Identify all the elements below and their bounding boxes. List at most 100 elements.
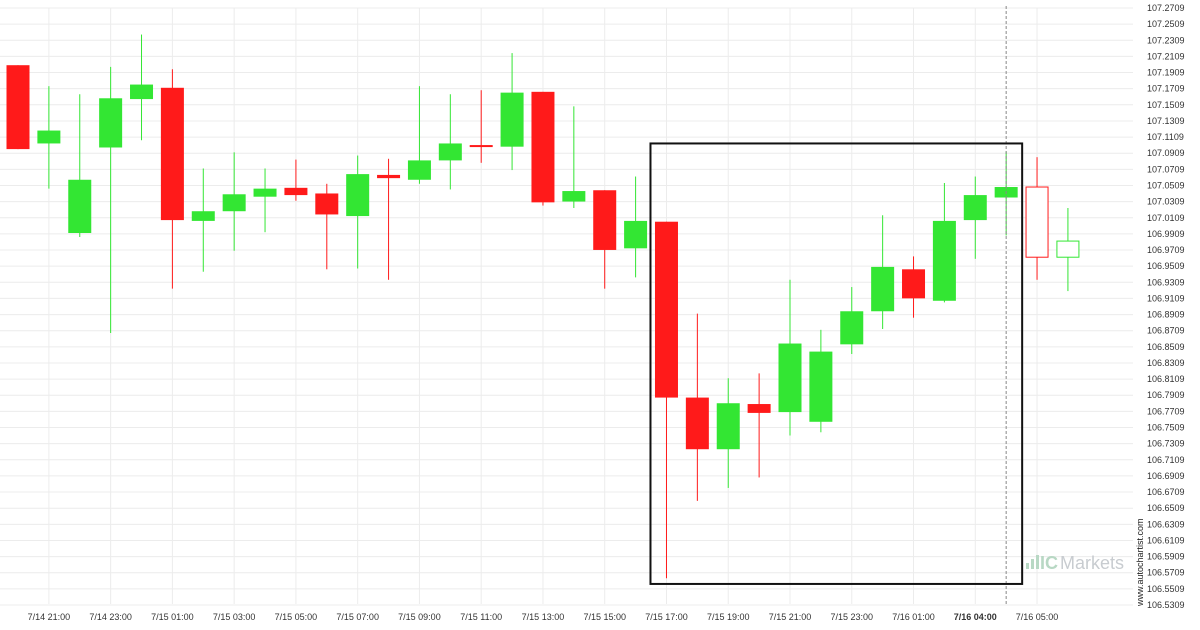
candle-body xyxy=(778,343,802,413)
candle xyxy=(191,168,215,272)
candle xyxy=(253,168,277,233)
y-tick-label: 106.9709 xyxy=(1147,245,1185,255)
x-tick-label: 7/16 01:00 xyxy=(892,612,935,622)
y-tick-label: 106.7709 xyxy=(1147,406,1185,416)
x-tick-label: 7/15 21:00 xyxy=(769,612,812,622)
candle-body xyxy=(160,87,184,221)
candle-body xyxy=(68,179,92,234)
x-tick-label: 7/15 05:00 xyxy=(275,612,318,622)
candle-body xyxy=(871,266,895,312)
candle xyxy=(1025,157,1049,280)
y-tick-label: 107.0909 xyxy=(1147,148,1185,158)
y-tick-label: 106.7109 xyxy=(1147,455,1185,465)
y-tick-label: 106.8509 xyxy=(1147,342,1185,352)
y-tick-label: 106.5509 xyxy=(1147,584,1185,594)
autochartist-watermark: www.autochartist.com xyxy=(1135,518,1145,607)
candle xyxy=(747,373,771,478)
x-tick-label: 7/16 04:00 xyxy=(954,612,997,622)
y-tick-label: 106.6109 xyxy=(1147,535,1185,545)
candle xyxy=(593,190,617,289)
y-tick-label: 107.0509 xyxy=(1147,180,1185,190)
logo-bar-3 xyxy=(1036,555,1039,569)
y-tick-label: 106.6509 xyxy=(1147,503,1185,513)
x-tick-label: 7/15 01:00 xyxy=(151,612,194,622)
candle-body xyxy=(99,98,123,148)
y-tick-label: 106.9309 xyxy=(1147,277,1185,287)
candle xyxy=(562,106,586,208)
y-tick-label: 106.8109 xyxy=(1147,374,1185,384)
y-tick-label: 107.1109 xyxy=(1147,132,1184,142)
candle-body xyxy=(809,351,833,422)
x-tick-label: 7/15 09:00 xyxy=(398,612,441,622)
x-tick-label: 7/15 23:00 xyxy=(830,612,873,622)
x-tick-label: 7/15 13:00 xyxy=(522,612,565,622)
x-tick-label: 7/15 11:00 xyxy=(460,612,502,622)
y-tick-label: 106.7909 xyxy=(1147,390,1185,400)
y-tick-label: 107.2309 xyxy=(1147,35,1185,45)
x-tick-label: 7/15 07:00 xyxy=(336,612,379,622)
candle xyxy=(624,176,648,278)
pattern-highlight-box xyxy=(649,142,1024,585)
y-tick-label: 106.5709 xyxy=(1147,568,1185,578)
y-tick-label: 106.5909 xyxy=(1147,552,1185,562)
x-axis: 7/14 21:00 7/14 23:00 7/15 01:00 7/15 03:00… xyxy=(28,612,1059,622)
candle xyxy=(407,86,431,184)
candle-body xyxy=(932,220,956,301)
candle-body xyxy=(1025,186,1049,258)
candle xyxy=(809,329,833,433)
candle xyxy=(963,176,987,259)
candle-body xyxy=(593,190,617,250)
candle xyxy=(284,159,308,201)
candle xyxy=(68,94,92,238)
candle-body xyxy=(407,160,431,180)
y-tick-label: 106.9909 xyxy=(1147,229,1185,239)
y-tick-label: 107.2109 xyxy=(1147,51,1185,61)
candle xyxy=(346,155,370,269)
x-tick-label: 7/15 17:00 xyxy=(645,612,688,622)
candle-body xyxy=(654,221,678,398)
y-tick-label: 107.0709 xyxy=(1147,164,1185,174)
y-tick-label: 106.5309 xyxy=(1147,600,1185,610)
candle-body xyxy=(624,220,648,249)
candle-body xyxy=(1056,240,1080,258)
candle xyxy=(315,183,339,270)
y-tick-label: 107.1509 xyxy=(1147,100,1185,110)
candle xyxy=(716,378,740,488)
candle xyxy=(932,182,956,303)
candle xyxy=(37,86,61,189)
x-tick-label: 7/15 15:00 xyxy=(583,612,626,622)
logo-markets-text: Markets xyxy=(1060,553,1124,573)
y-tick-label: 107.0109 xyxy=(1147,213,1185,223)
y-tick-label: 107.2509 xyxy=(1147,19,1185,29)
candle-body xyxy=(377,174,401,179)
overlay xyxy=(649,6,1024,604)
y-tick-label: 106.6309 xyxy=(1147,519,1185,529)
y-tick-label: 106.9109 xyxy=(1147,293,1185,303)
candle xyxy=(778,279,802,436)
candles xyxy=(6,34,1080,579)
candle-body xyxy=(222,194,246,212)
candle xyxy=(222,152,246,251)
candle-body xyxy=(747,404,771,413)
candle-body xyxy=(531,91,555,203)
candle-body xyxy=(6,65,30,150)
candle xyxy=(6,65,30,150)
y-tick-label: 106.6709 xyxy=(1147,487,1185,497)
candle-body xyxy=(562,191,586,202)
candle-body xyxy=(438,143,462,161)
candle xyxy=(99,66,123,334)
candle xyxy=(902,256,926,318)
candle-body xyxy=(469,145,493,148)
candle xyxy=(654,221,678,579)
y-axis: 107.2709 107.2509 107.2309 107.2109 107.1909… xyxy=(1147,3,1185,610)
candle-body xyxy=(685,397,709,450)
candle xyxy=(469,90,493,163)
candle-body xyxy=(37,130,61,144)
candle xyxy=(130,34,154,141)
candle xyxy=(438,94,462,190)
logo-ic-text: IC xyxy=(1040,553,1058,573)
y-tick-label: 106.9509 xyxy=(1147,261,1185,271)
candle xyxy=(531,91,555,206)
y-tick-label: 106.6909 xyxy=(1147,471,1185,481)
